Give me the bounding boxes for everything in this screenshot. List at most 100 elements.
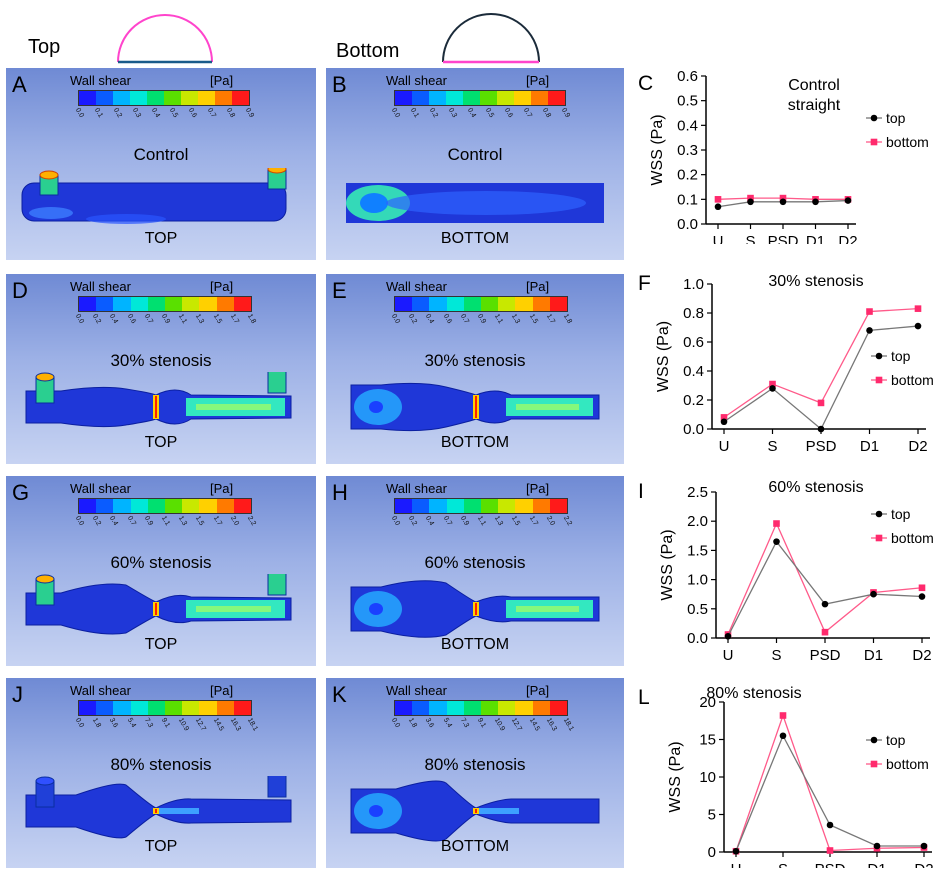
- scale-segment: [446, 297, 464, 311]
- scale-segment: [532, 297, 550, 311]
- x-tick-label: D2: [838, 233, 857, 244]
- y-tick-label: 0.3: [677, 142, 698, 159]
- x-tick-label: PSD: [815, 861, 846, 868]
- scale-tick-label: 0.0: [73, 717, 85, 729]
- scale-tick-label: 18.1: [245, 717, 259, 733]
- scale-tick-label: 12.7: [194, 717, 208, 733]
- scale-segment: [395, 91, 412, 105]
- chart-title: 80% stenosis: [706, 685, 801, 702]
- view-label: BOTTOM: [440, 434, 510, 451]
- scale-segment: [481, 499, 499, 513]
- scale-segment: [412, 499, 430, 513]
- scale-segment: [199, 701, 217, 715]
- top-label: Top: [28, 36, 61, 58]
- y-tick-label: 0.1: [677, 191, 698, 208]
- condition-label: 30% stenosis: [110, 351, 212, 370]
- scale-segment: [395, 701, 413, 715]
- data-point-top: [747, 198, 754, 206]
- y-tick-label: 2.5: [687, 484, 708, 501]
- scale-tick-label: 0.6: [441, 313, 453, 325]
- panel-letter: J: [12, 682, 23, 707]
- scale-segment: [549, 297, 568, 311]
- scale-segment: [147, 499, 166, 513]
- data-point-bottom: [914, 305, 922, 312]
- x-tick-label: D1: [867, 861, 886, 868]
- scale-tick-label: 1.8: [407, 717, 419, 729]
- wall-shear-title: Wall shear: [386, 279, 447, 294]
- scale-segment: [164, 91, 181, 105]
- scale-segment: [549, 499, 568, 513]
- scale-tick-label: 12.7: [510, 717, 524, 733]
- scale-tick-label: 0.2: [427, 107, 439, 119]
- scale-tick-label: 1.1: [493, 313, 505, 325]
- y-tick-label: 0.0: [687, 630, 708, 647]
- color-scale-bar: [78, 296, 252, 312]
- bottom-sim-panel: E Wall shear [Pa] 0.0 0.2 0.4 0.6 0.7 0.9 1.1 1.3 1…: [326, 274, 624, 464]
- scale-segment: [429, 91, 446, 105]
- legend-label: bottom: [891, 372, 934, 388]
- scale-tick-label: 0.9: [475, 313, 487, 325]
- scale-tick-label: 0.2: [111, 107, 123, 119]
- scale-tick-label: 0.3: [130, 107, 142, 119]
- wall-shear-title: Wall shear: [70, 683, 131, 698]
- bottom-sim-panel: B Wall shear [Pa] 0.0 0.1 0.2 0.3 0.4 0.5 0.6 0.7 0…: [326, 68, 624, 260]
- scale-segment: [395, 499, 413, 513]
- scale-segment: [514, 91, 531, 105]
- scale-tick-label: 1.7: [544, 313, 556, 325]
- chart-title: Control: [788, 77, 840, 94]
- wall-shear-title: Wall shear: [386, 683, 447, 698]
- data-point-bottom: [779, 712, 787, 719]
- data-point-bottom: [747, 194, 754, 202]
- scale-tick-label: 0.4: [424, 515, 436, 527]
- scale-segment: [165, 499, 183, 513]
- y-tick-label: 20: [699, 694, 716, 711]
- scale-tick-label: 0.5: [168, 107, 180, 119]
- data-point-top: [773, 538, 780, 545]
- scale-tick-label: 1.1: [475, 515, 487, 527]
- scale-segment: [498, 499, 516, 513]
- bottom-sim-panel: H Wall shear [Pa] 0.0 0.2 0.4 0.7 0.9 1.1 1.3 1.5 1…: [326, 476, 624, 666]
- y-tick-label: 0.8: [683, 305, 704, 322]
- data-point-bottom: [779, 194, 787, 202]
- scale-segment: [96, 499, 114, 513]
- x-tick-label: PSD: [810, 647, 841, 664]
- scale-segment: [182, 499, 200, 513]
- chart-panel-letter: I: [638, 480, 644, 503]
- y-tick-label: 0.5: [687, 601, 708, 618]
- scale-segment: [215, 91, 232, 105]
- bottom-vessel-render: [346, 183, 604, 223]
- legend-label: bottom: [891, 530, 934, 546]
- scale-segment: [113, 701, 131, 715]
- scale-tick-label: 7.3: [458, 717, 470, 729]
- x-tick-label: U: [723, 647, 734, 664]
- scale-segment: [481, 701, 499, 715]
- scale-tick-label: 0.9: [159, 313, 171, 325]
- view-label: BOTTOM: [440, 838, 510, 855]
- data-point-top: [714, 203, 722, 211]
- scale-segment: [515, 297, 533, 311]
- scale-tick-label: 0.9: [559, 107, 571, 119]
- scale-tick-label: 1.8: [91, 717, 103, 729]
- legend-marker-top: [870, 114, 878, 122]
- scale-tick-label: 0.6: [187, 107, 199, 119]
- wall-shear-unit: [Pa]: [526, 279, 550, 294]
- view-label: TOP: [144, 230, 178, 247]
- color-scale-bar: [394, 700, 568, 716]
- scale-tick-label: 0.0: [73, 515, 85, 527]
- chart-panel-letter: C: [638, 72, 653, 95]
- y-tick-label: 0.0: [683, 421, 704, 438]
- scale-tick-label: 0.0: [389, 717, 401, 729]
- scale-segment: [498, 297, 516, 311]
- y-tick-label: 0.0: [677, 216, 698, 233]
- chart-panel-letter: F: [638, 272, 651, 295]
- scale-segment: [480, 91, 497, 105]
- top-sim-panel: A Wall shear [Pa] 0.0 0.1 0.2 0.3 0.4 0.5 0.6 0.7 0…: [6, 68, 316, 260]
- color-scale-bar: [78, 90, 250, 106]
- top-vessel-render: [25, 372, 292, 428]
- scale-tick-label: 1.1: [159, 515, 171, 527]
- condition-label: Control: [447, 145, 503, 164]
- scale-tick-label: 0.3: [446, 107, 458, 119]
- scale-segment: [96, 701, 114, 715]
- scale-tick-label: 2.2: [245, 515, 257, 527]
- scale-segment: [113, 499, 131, 513]
